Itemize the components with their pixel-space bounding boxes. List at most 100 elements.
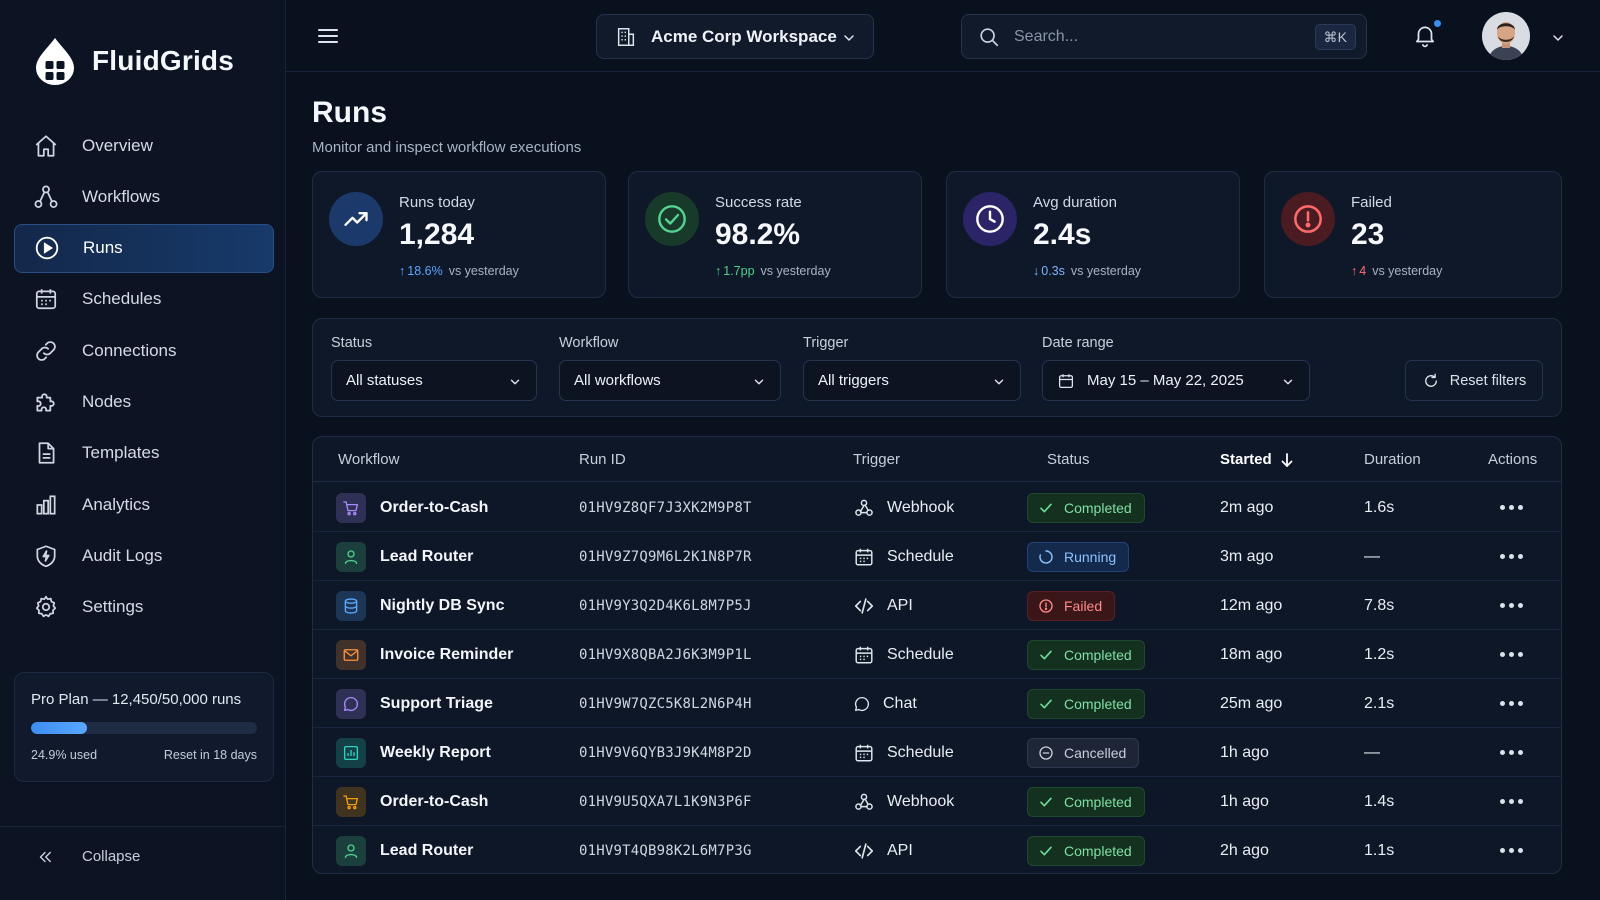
workflow-cell[interactable]: Weekly Report — [336, 728, 491, 777]
run-id[interactable]: 01HV9T4QB98K2L6M7P3G — [579, 842, 752, 859]
stat-value: 98.2% — [715, 218, 801, 251]
started-time: 25m ago — [1220, 694, 1283, 712]
row-actions-button[interactable] — [1500, 483, 1523, 532]
sidebar-item-label: Connections — [82, 340, 177, 360]
workflow-cell[interactable]: Order-to-Cash — [336, 483, 488, 532]
workflow-filter-select[interactable]: All workflows — [559, 360, 781, 401]
table-row[interactable]: Nightly DB Sync 01HV9Y3Q2D4K6L8M7P5J API… — [313, 581, 1561, 630]
status-badge: Running — [1027, 541, 1130, 572]
row-actions-button[interactable] — [1500, 532, 1523, 581]
search-shortcut: ⌘K — [1314, 24, 1356, 50]
run-id[interactable]: 01HV9Y3Q2D4K6L8M7P5J — [579, 597, 752, 614]
run-id[interactable]: 01HV9Z8QF7J3XK2M9P8T — [579, 499, 752, 516]
notification-dot — [1433, 19, 1442, 28]
trigger-label: Schedule — [887, 547, 954, 565]
row-actions-button[interactable] — [1500, 728, 1523, 777]
reset-filters-button[interactable]: Reset filters — [1405, 360, 1543, 401]
trend-up-icon — [329, 192, 383, 246]
table-row[interactable]: Order-to-Cash 01HV9Z8QF7J3XK2M9P8T Webho… — [313, 483, 1561, 532]
table-row[interactable]: Lead Router 01HV9T4QB98K2L6M7P3G API Com… — [313, 826, 1561, 873]
sidebar-item-label: Templates — [82, 443, 160, 463]
sidebar-item-settings[interactable]: Settings — [14, 583, 274, 632]
collapse-sidebar-button[interactable]: Collapse — [0, 826, 286, 886]
column-status[interactable]: Status — [1047, 451, 1090, 468]
more-horizontal-icon — [1500, 652, 1523, 657]
trigger-filter-select[interactable]: All triggers — [803, 360, 1021, 401]
user-icon — [336, 541, 366, 572]
trigger-label: Webhook — [887, 792, 955, 810]
search-icon — [978, 26, 1000, 48]
column-started[interactable]: Started — [1220, 451, 1294, 468]
row-actions-button[interactable] — [1500, 826, 1523, 873]
filter-workflow-label: Workflow — [559, 335, 619, 351]
more-horizontal-icon — [1500, 701, 1523, 706]
stat-delta-arrow: ↑ — [715, 264, 722, 278]
run-id[interactable]: 01HV9U5QXA7L1K9N3P6F — [579, 793, 752, 810]
workflow-filter-value: All workflows — [574, 372, 661, 389]
sidebar-item-audit-logs[interactable]: Audit Logs — [14, 531, 274, 580]
row-actions-button[interactable] — [1500, 679, 1523, 728]
workspace-switcher[interactable]: Acme Corp Workspace — [596, 14, 874, 59]
stat-label: Success rate — [715, 194, 802, 211]
minus-circle-icon — [1038, 745, 1054, 761]
sidebar-item-analytics[interactable]: Analytics — [14, 480, 274, 529]
runs-table: Workflow Run ID Trigger Status Started D… — [312, 436, 1562, 874]
status-badge: Completed — [1027, 492, 1145, 523]
column-run-id[interactable]: Run ID — [579, 451, 626, 468]
search-input[interactable]: Search... ⌘K — [961, 14, 1367, 59]
chat-icon — [336, 688, 366, 719]
sidebar-item-templates[interactable]: Templates — [14, 429, 274, 478]
workflow-cell[interactable]: Support Triage — [336, 679, 493, 728]
chevron-down-icon[interactable] — [1550, 30, 1566, 46]
duration-value: 1.1s — [1364, 841, 1395, 859]
column-trigger[interactable]: Trigger — [853, 451, 900, 468]
column-duration[interactable]: Duration — [1364, 451, 1421, 468]
duration-value: 1.4s — [1364, 792, 1395, 810]
spinner-icon — [1038, 549, 1054, 565]
run-id[interactable]: 01HV9V6QYB3J9K4M8P2D — [579, 744, 752, 761]
workflow-name: Order-to-Cash — [380, 498, 489, 516]
sidebar-item-workflows[interactable]: Workflows — [14, 172, 274, 221]
workflow-cell[interactable]: Order-to-Cash — [336, 777, 488, 826]
workflow-cell[interactable]: Nightly DB Sync — [336, 581, 504, 630]
row-actions-button[interactable] — [1500, 581, 1523, 630]
trigger-cell: Schedule — [853, 728, 954, 777]
menu-icon[interactable] — [316, 24, 340, 48]
avatar[interactable] — [1482, 12, 1530, 60]
workflow-cell[interactable]: Lead Router — [336, 532, 473, 581]
more-horizontal-icon — [1500, 848, 1523, 853]
sidebar-item-nodes[interactable]: Nodes — [14, 377, 274, 426]
more-horizontal-icon — [1500, 603, 1523, 608]
table-row[interactable]: Support Triage 01HV9W7QZC5K8L2N6P4H Chat… — [313, 679, 1561, 728]
date-range-select[interactable]: May 15 – May 22, 2025 — [1042, 360, 1310, 401]
sidebar-item-overview[interactable]: Overview — [14, 121, 274, 170]
run-id[interactable]: 01HV9X8QBA2J6K3M9P1L — [579, 646, 752, 663]
table-row[interactable]: Weekly Report 01HV9V6QYB3J9K4M8P2D Sched… — [313, 728, 1561, 777]
bell-icon[interactable] — [1412, 22, 1438, 48]
workflow-cell[interactable]: Invoice Reminder — [336, 630, 513, 679]
workflow-cell[interactable]: Lead Router — [336, 826, 473, 873]
trigger-cell: API — [853, 581, 913, 630]
sidebar: FluidGrids Overview Workflows Runs Sched… — [0, 0, 286, 900]
table-header: Workflow Run ID Trigger Status Started D… — [313, 437, 1561, 482]
page-subtitle: Monitor and inspect workflow executions — [312, 139, 582, 156]
row-actions-button[interactable] — [1500, 630, 1523, 679]
duration-value: — — [1364, 547, 1380, 565]
sidebar-item-schedules[interactable]: Schedules — [14, 275, 274, 324]
run-id[interactable]: 01HV9Z7Q9M6L2K1N8P7R — [579, 548, 752, 565]
column-workflow[interactable]: Workflow — [338, 451, 400, 468]
trigger-cell: Schedule — [853, 532, 954, 581]
alert-circle-icon — [1281, 192, 1335, 246]
stat-delta-suffix: vs yesterday — [1372, 264, 1443, 278]
row-actions-button[interactable] — [1500, 777, 1523, 826]
sidebar-item-runs[interactable]: Runs — [14, 223, 274, 273]
sidebar-item-connections[interactable]: Connections — [14, 326, 274, 375]
brand[interactable]: FluidGrids — [34, 36, 234, 86]
stat-label: Failed — [1351, 194, 1392, 211]
sidebar-nav: Overview Workflows Runs Schedules Connec… — [14, 121, 274, 634]
table-row[interactable]: Invoice Reminder 01HV9X8QBA2J6K3M9P1L Sc… — [313, 630, 1561, 679]
table-row[interactable]: Lead Router 01HV9Z7Q9M6L2K1N8P7R Schedul… — [313, 532, 1561, 581]
run-id[interactable]: 01HV9W7QZC5K8L2N6P4H — [579, 695, 752, 712]
table-row[interactable]: Order-to-Cash 01HV9U5QXA7L1K9N3P6F Webho… — [313, 777, 1561, 826]
status-filter-select[interactable]: All statuses — [331, 360, 537, 401]
